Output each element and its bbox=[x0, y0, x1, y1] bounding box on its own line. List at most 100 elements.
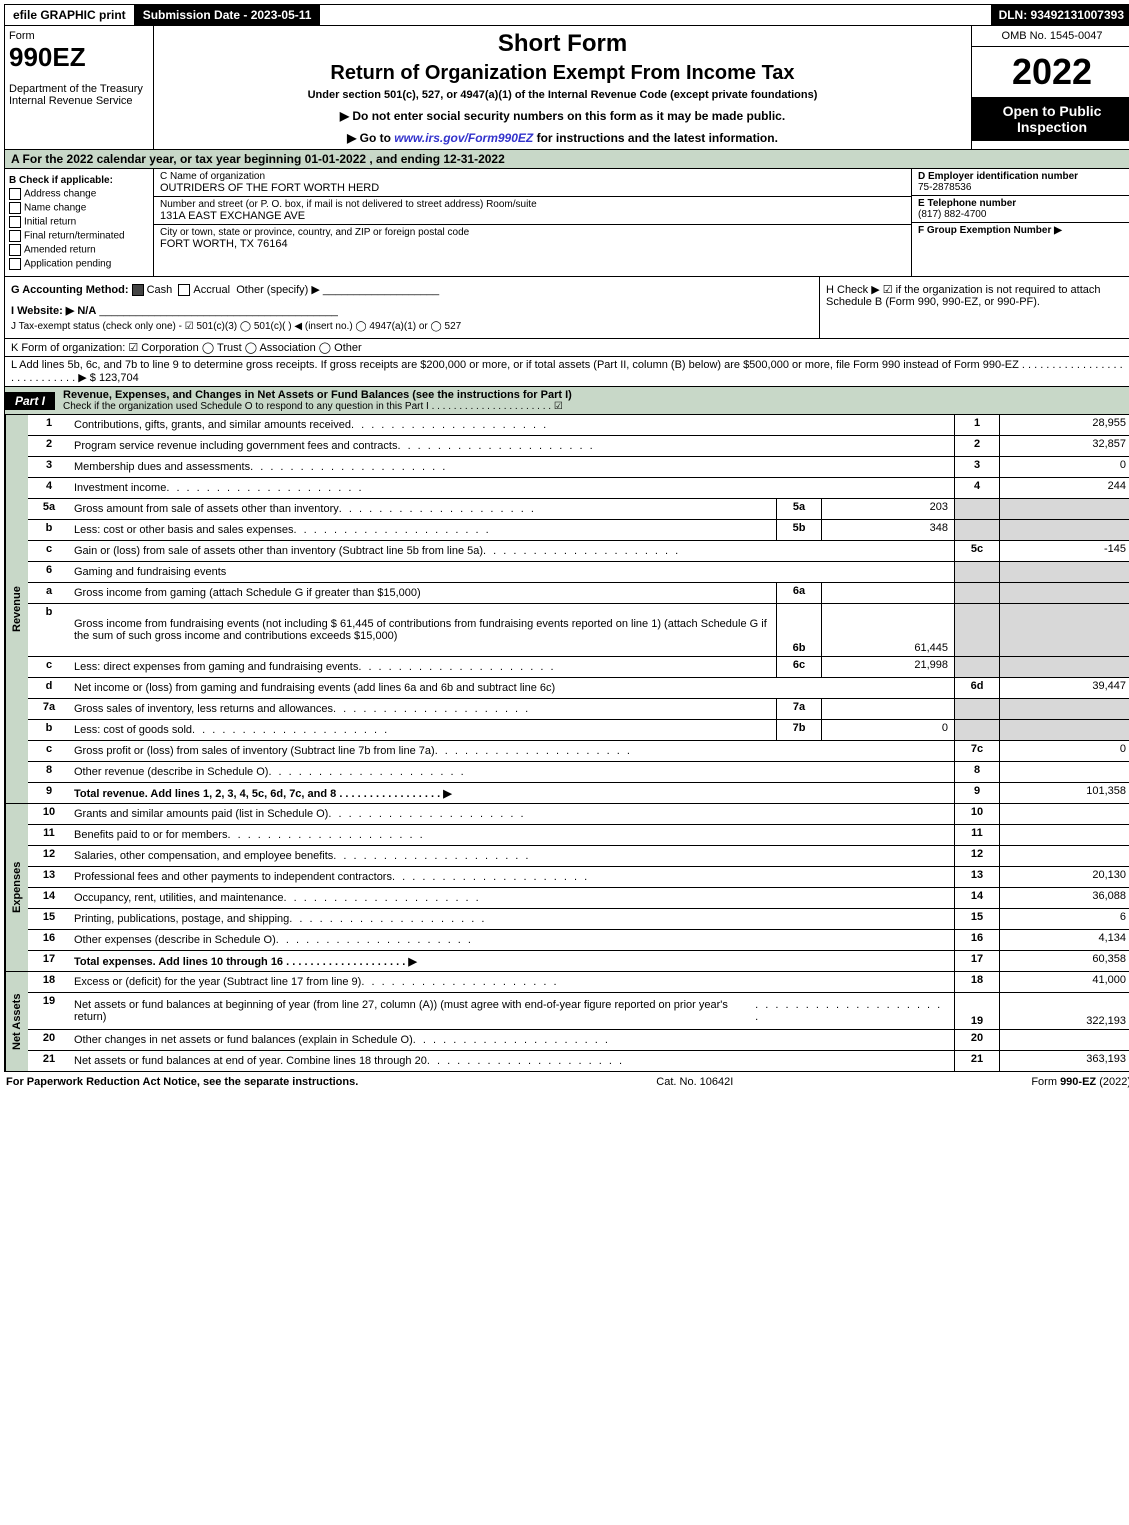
line-19-num: 19 bbox=[28, 993, 70, 1029]
line-8-val bbox=[999, 762, 1129, 782]
line-2-desc: Program service revenue including govern… bbox=[74, 440, 397, 452]
line-9-num: 9 bbox=[28, 783, 70, 803]
line-6c-mval: 21,998 bbox=[821, 657, 954, 677]
header-right: OMB No. 1545-0047 2022 Open to Public In… bbox=[972, 26, 1129, 149]
line-5c-num: c bbox=[28, 541, 70, 561]
revenue-side-label: Revenue bbox=[5, 415, 28, 803]
line-6d-num: d bbox=[28, 678, 70, 698]
line-7c-num: c bbox=[28, 741, 70, 761]
line-5b-box bbox=[954, 520, 999, 540]
cat-no: Cat. No. 10642I bbox=[656, 1076, 733, 1088]
line-21-num: 21 bbox=[28, 1051, 70, 1071]
line-6a-mval bbox=[821, 583, 954, 603]
chk-initial-return[interactable] bbox=[9, 216, 21, 228]
line-6-val bbox=[999, 562, 1129, 582]
section-g: G Accounting Method: Cash Accrual Other … bbox=[5, 277, 820, 338]
line-7a-desc: Gross sales of inventory, less returns a… bbox=[74, 703, 333, 715]
b-item-4: Amended return bbox=[24, 245, 96, 256]
line-6d-box: 6d bbox=[954, 678, 999, 698]
chk-final-return[interactable] bbox=[9, 230, 21, 242]
line-8-box: 8 bbox=[954, 762, 999, 782]
f-label: F Group Exemption Number ▶ bbox=[918, 225, 1062, 236]
line-2-val: 32,857 bbox=[999, 436, 1129, 456]
line-3-num: 3 bbox=[28, 457, 70, 477]
section-b: B Check if applicable: Address change Na… bbox=[5, 169, 154, 276]
line-7b-desc: Less: cost of goods sold bbox=[74, 724, 192, 736]
b-label: B Check if applicable: bbox=[9, 175, 113, 186]
line-6c-box bbox=[954, 657, 999, 677]
paperwork-notice: For Paperwork Reduction Act Notice, see … bbox=[6, 1076, 358, 1088]
line-17-box: 17 bbox=[954, 951, 999, 971]
dln: DLN: 93492131007393 bbox=[991, 5, 1129, 25]
subtitle: Under section 501(c), 527, or 4947(a)(1)… bbox=[162, 89, 963, 101]
open-to-public: Open to Public Inspection bbox=[972, 97, 1129, 141]
section-a: A For the 2022 calendar year, or tax yea… bbox=[4, 150, 1129, 169]
line-6d-desc: Net income or (loss) from gaming and fun… bbox=[74, 682, 555, 694]
org-city: FORT WORTH, TX 76164 bbox=[160, 238, 905, 250]
line-11-val bbox=[999, 825, 1129, 845]
line-7b-val bbox=[999, 720, 1129, 740]
line-6b-num: b bbox=[28, 604, 70, 656]
line-7a-mval bbox=[821, 699, 954, 719]
chk-cash[interactable] bbox=[132, 284, 144, 296]
net-assets-side-label: Net Assets bbox=[5, 972, 28, 1071]
line-5b-mbox: 5b bbox=[776, 520, 821, 540]
line-6b-box bbox=[954, 604, 999, 656]
line-1-val: 28,955 bbox=[999, 415, 1129, 435]
chk-address-change[interactable] bbox=[9, 188, 21, 200]
line-16-val: 4,134 bbox=[999, 930, 1129, 950]
line-13-desc: Professional fees and other payments to … bbox=[74, 871, 392, 883]
g-other: Other (specify) ▶ bbox=[236, 284, 320, 296]
line-7b-box bbox=[954, 720, 999, 740]
line-1-desc: Contributions, gifts, grants, and simila… bbox=[74, 419, 351, 431]
submission-date: Submission Date - 2023-05-11 bbox=[135, 5, 321, 25]
line-18-val: 41,000 bbox=[999, 972, 1129, 992]
phone: (817) 882-4700 bbox=[918, 209, 986, 220]
efile-label[interactable]: efile GRAPHIC print bbox=[5, 5, 135, 25]
j-tax-exempt: J Tax-exempt status (check only one) - ☑… bbox=[11, 321, 813, 332]
section-def: D Employer identification number 75-2878… bbox=[912, 169, 1129, 276]
line-6a-box bbox=[954, 583, 999, 603]
line-5c-box: 5c bbox=[954, 541, 999, 561]
line-9-desc: Total revenue. Add lines 1, 2, 3, 4, 5c,… bbox=[74, 787, 452, 800]
line-9-val: 101,358 bbox=[999, 783, 1129, 803]
line-16-num: 16 bbox=[28, 930, 70, 950]
i-website: I Website: ▶ N/A bbox=[11, 305, 96, 317]
line-19-desc: Net assets or fund balances at beginning… bbox=[74, 999, 755, 1023]
line-6-desc: Gaming and fundraising events bbox=[74, 566, 226, 578]
irs-link[interactable]: www.irs.gov/Form990EZ bbox=[394, 131, 533, 145]
line-15-val: 6 bbox=[999, 909, 1129, 929]
g-label: G Accounting Method: bbox=[11, 284, 129, 296]
line-13-val: 20,130 bbox=[999, 867, 1129, 887]
b-item-0: Address change bbox=[24, 189, 96, 200]
line-6c-val bbox=[999, 657, 1129, 677]
chk-name-change[interactable] bbox=[9, 202, 21, 214]
line-3-val: 0 bbox=[999, 457, 1129, 477]
chk-accrual[interactable] bbox=[178, 284, 190, 296]
g-accrual: Accrual bbox=[193, 284, 230, 296]
expenses-table: Expenses 10Grants and similar amounts pa… bbox=[4, 804, 1129, 972]
b-item-2: Initial return bbox=[24, 217, 76, 228]
omb-number: OMB No. 1545-0047 bbox=[972, 26, 1129, 47]
org-address: 131A EAST EXCHANGE AVE bbox=[160, 210, 905, 222]
form-ref: Form 990-EZ (2022) bbox=[1031, 1076, 1129, 1088]
line-17-num: 17 bbox=[28, 951, 70, 971]
section-c: C Name of organization OUTRIDERS OF THE … bbox=[154, 169, 912, 276]
line-5b-mval: 348 bbox=[821, 520, 954, 540]
chk-pending[interactable] bbox=[9, 258, 21, 270]
line-7a-box bbox=[954, 699, 999, 719]
chk-amended[interactable] bbox=[9, 244, 21, 256]
irs-link-note: ▶ Go to www.irs.gov/Form990EZ for instru… bbox=[162, 131, 963, 145]
line-5a-val bbox=[999, 499, 1129, 519]
line-15-num: 15 bbox=[28, 909, 70, 929]
form-id-block: Form 990EZ Department of the Treasury In… bbox=[5, 26, 154, 149]
line-20-num: 20 bbox=[28, 1030, 70, 1050]
page-footer: For Paperwork Reduction Act Notice, see … bbox=[4, 1072, 1129, 1092]
line-6b-mval: 61,445 bbox=[821, 604, 954, 656]
line-6c-mbox: 6c bbox=[776, 657, 821, 677]
line-15-desc: Printing, publications, postage, and shi… bbox=[74, 913, 289, 925]
line-5b-desc: Less: cost or other basis and sales expe… bbox=[74, 524, 294, 536]
line-10-desc: Grants and similar amounts paid (list in… bbox=[74, 808, 328, 820]
line-11-box: 11 bbox=[954, 825, 999, 845]
line-1-num: 1 bbox=[28, 415, 70, 435]
